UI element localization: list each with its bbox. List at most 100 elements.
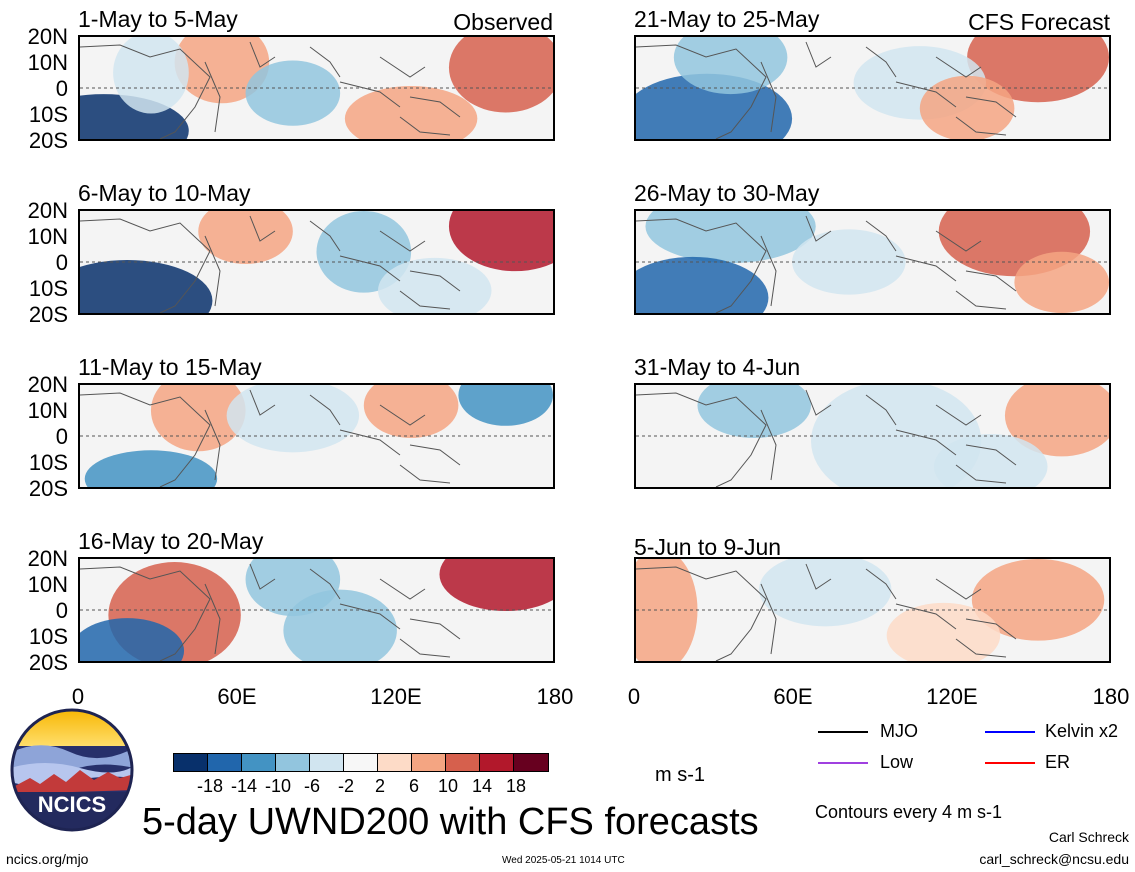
anomaly-field xyxy=(80,559,553,661)
anomaly-region xyxy=(1014,251,1109,313)
colorbar-swatch xyxy=(208,754,242,771)
footer-author: Carl Schreck xyxy=(1048,829,1129,845)
lat-label: 0 xyxy=(55,76,68,101)
colorbar-swatch xyxy=(412,754,446,771)
coastline xyxy=(636,215,1017,313)
colorbar-swatch xyxy=(480,754,514,771)
panel-title-7: 16-May to 20-May xyxy=(78,528,264,554)
ncics-logo-icon: NCICS xyxy=(10,708,134,832)
colorbar-label: -2 xyxy=(337,776,354,796)
colorbar-swatch xyxy=(446,754,480,771)
map-panel-3 xyxy=(78,209,555,315)
lon-label: 0 xyxy=(627,684,641,709)
map-panel-5 xyxy=(78,383,555,489)
anomaly-region xyxy=(198,211,293,265)
lat-label: 20S xyxy=(28,650,68,675)
anomaly-region xyxy=(886,602,1001,661)
main-title: 5-day UWND200 with CFS forecasts xyxy=(142,801,759,843)
lat-label: 10N xyxy=(27,398,68,423)
anomaly-field xyxy=(636,385,1109,487)
anomaly-region xyxy=(174,37,270,104)
colorbar xyxy=(173,753,549,772)
anomaly-region xyxy=(439,559,553,612)
legend-swatch-mjo xyxy=(818,731,868,733)
panel-title-6: 31-May to 4-Jun xyxy=(634,354,801,380)
legend-swatch-er xyxy=(985,762,1035,764)
anomaly-region xyxy=(448,37,553,113)
lat-label: 0 xyxy=(55,424,68,449)
lon-label: 60E xyxy=(217,684,257,709)
coastline xyxy=(636,563,1017,661)
lat-label: 20S xyxy=(28,128,68,153)
anomaly-region xyxy=(245,60,341,126)
anomaly-region xyxy=(758,559,892,627)
colorbar-swatch xyxy=(514,754,548,771)
colorbar-swatch xyxy=(378,754,412,771)
anomaly-field xyxy=(80,385,553,487)
colorbar-swatch xyxy=(242,754,276,771)
anomaly-region xyxy=(80,618,185,661)
lat-label: 20N xyxy=(27,546,68,571)
anomaly-region xyxy=(84,450,218,487)
legend-label-kelvin: Kelvin x2 xyxy=(1045,721,1119,741)
logo-text: NCICS xyxy=(38,792,106,817)
anomaly-field xyxy=(636,211,1109,313)
anomaly-region xyxy=(344,85,478,139)
legend-swatch-low xyxy=(818,762,868,764)
coastline xyxy=(80,41,461,139)
map-panel-6 xyxy=(634,383,1111,489)
coastline xyxy=(80,215,461,313)
anomaly-region xyxy=(934,433,1048,487)
anomaly-field xyxy=(80,37,553,139)
lat-label: 10N xyxy=(27,572,68,597)
anomaly-region xyxy=(636,256,769,313)
lon-label: 180 xyxy=(536,684,574,709)
lat-label: 10S xyxy=(28,276,68,301)
lat-label: 10S xyxy=(28,624,68,649)
colorbar-swatch xyxy=(174,754,208,771)
colorbar-swatch xyxy=(276,754,310,771)
lat-label: 20N xyxy=(27,198,68,223)
panel-title-1: 1-May to 5-May xyxy=(78,6,238,32)
lon-label: 60E xyxy=(773,684,813,709)
anomaly-field xyxy=(80,211,553,313)
lon-label: 180 xyxy=(1092,684,1130,709)
coastline xyxy=(80,389,461,487)
colorbar-label: 14 xyxy=(471,776,493,796)
footer-url[interactable]: ncics.org/mjo xyxy=(6,851,89,867)
lon-label: 0 xyxy=(71,684,85,709)
map-panel-1 xyxy=(78,35,555,141)
colorbar-label: -14 xyxy=(230,776,257,796)
anomaly-field xyxy=(636,37,1109,139)
lon-label: 120E xyxy=(926,684,978,709)
colorbar-label: 2 xyxy=(374,776,385,796)
anomaly-region xyxy=(363,385,459,439)
anomaly-region xyxy=(971,559,1105,641)
legend-label-low: Low xyxy=(880,752,914,772)
anomaly-region xyxy=(919,75,1015,139)
panel-title-3: 6-May to 10-May xyxy=(78,180,251,206)
anomaly-region xyxy=(673,37,788,95)
ncics-logo: NCICS xyxy=(10,708,134,832)
colorbar-swatch xyxy=(310,754,344,771)
colorbar-label: 18 xyxy=(505,776,527,796)
colorbar-label: -6 xyxy=(303,776,320,796)
map-panel-4 xyxy=(634,209,1111,315)
map-panel-8 xyxy=(634,557,1111,663)
lat-label: 10N xyxy=(27,224,68,249)
colorbar-swatch xyxy=(344,754,378,771)
legend-label-er: ER xyxy=(1045,752,1071,772)
panel-label-cfs: CFS Forecast xyxy=(968,9,1110,35)
legend-label-mjo: MJO xyxy=(880,721,918,741)
panel-title-5: 11-May to 15-May xyxy=(78,354,262,380)
coastline xyxy=(636,389,1017,487)
anomaly-region xyxy=(150,385,246,452)
anomaly-region xyxy=(448,211,553,272)
lat-label: 20S xyxy=(28,476,68,501)
footer-email[interactable]: carl_schreck@ncsu.edu xyxy=(979,851,1129,867)
lat-label: 20N xyxy=(27,24,68,49)
coastline xyxy=(80,563,461,661)
anomaly-region xyxy=(967,37,1109,103)
colorbar-units: m s-1 xyxy=(655,764,705,786)
anomaly-region xyxy=(113,37,189,114)
